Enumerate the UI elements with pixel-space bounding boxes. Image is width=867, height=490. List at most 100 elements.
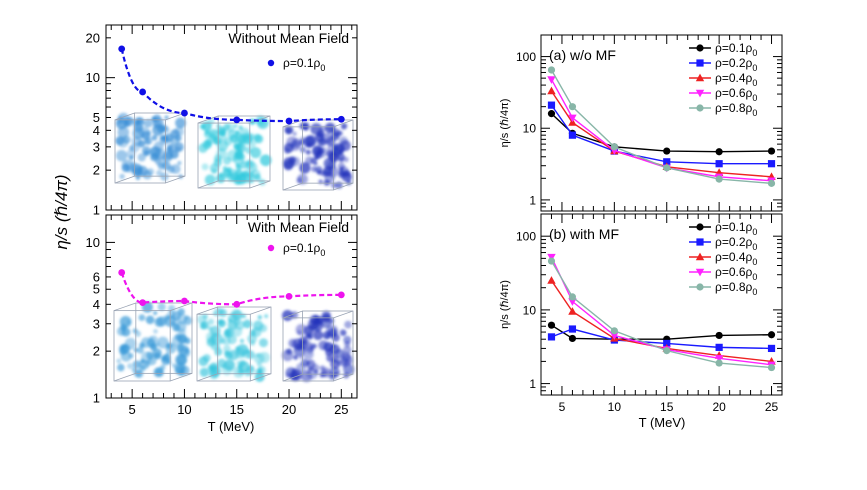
legend-label-3-4-text: ρ=0.8ρ [715,280,753,294]
cube-front-face [282,126,334,191]
cube-particle [121,163,130,173]
cube-particle [325,353,335,362]
cube-particle [230,309,243,321]
cube-particle [131,163,143,176]
y-tick-label: 4 [93,297,100,312]
series-point-3-0-0 [547,321,556,329]
cube-particle [295,323,308,336]
y-tick-label: 2 [93,344,100,359]
series-line-3-0 [551,324,772,340]
series-point-2-1-4 [715,160,723,168]
x-tick-label: 10 [177,402,191,417]
cube-edge [282,119,303,128]
legend-label-1-text: ρ=0.1ρ [283,241,321,255]
cube-particle [282,157,295,169]
cube-particle [155,367,164,377]
series-point-2-0-3 [663,147,671,155]
cube-particle [340,123,347,130]
legend-label-2-1-text: ρ=0.2ρ [715,56,753,70]
cube-particle [254,372,265,382]
cube-particle [324,333,330,339]
data-point-1-2 [181,297,188,305]
cube-particle [333,130,341,138]
cube-particle [123,120,131,128]
cube-particle [161,356,170,366]
cube-particle [257,315,262,320]
series-point-3-0-1 [568,334,577,343]
legend-label-3-1-sub: 0 [752,242,757,252]
series-point-2-1-3 [663,158,671,166]
cube-particle [338,157,344,163]
plot-frame-left-1 [105,214,358,399]
cube-particle [227,318,232,323]
legend-marker-3-0 [696,223,704,231]
series-point-2-0-0 [547,110,556,118]
y-tick-label: 6 [93,269,100,284]
y-tick-label: 5 [93,282,100,297]
cube-particle [237,153,246,161]
cube-particle [239,338,245,343]
legend-label-2-1: ρ=0.2ρ0 [715,56,757,73]
cube-particle [314,151,323,159]
cube-particle [293,355,298,360]
cube-wo-mf-2-cloud [198,115,272,186]
cube-particle [333,144,339,151]
panel-title-0: Without Mean Field [228,30,349,46]
cube-particle [332,148,341,157]
legend-label-2-3-sub: 0 [752,93,757,103]
series-point-3-3-4 [714,355,724,363]
cube-edge [197,180,219,189]
cube-particle [300,122,308,130]
cube-particle [119,315,132,328]
cube-particle [344,320,352,329]
cube-particle [151,134,158,141]
cube-particle [257,367,263,374]
series-point-2-4-2 [610,143,618,151]
cube-front-face [197,122,251,189]
legend-label-3-2-sub: 0 [752,257,757,267]
cube-edge [196,373,218,382]
cube-particle [156,336,169,349]
legend-marker-2-2 [695,73,705,82]
series-point-3-3-1 [568,298,577,306]
series-point-2-0-5 [767,147,776,155]
series-point-3-1-3 [663,339,671,348]
cube-particle [178,328,186,336]
legend-label-3-2: ρ=0.4ρ0 [715,250,757,267]
cube-particle [343,335,352,344]
cube-particle [117,363,125,372]
series-line-2-1 [550,104,772,165]
cube-edge [249,180,271,189]
y-tick-label: 10 [86,235,100,250]
cube-particle [207,337,216,346]
cube-particle [299,162,311,174]
cube-edge [114,112,135,121]
data-point-0-3 [233,116,241,124]
legend-marker-1 [267,244,275,252]
cube-edge [114,175,135,184]
cube-particle [307,334,313,340]
cube-particle [241,313,247,319]
legend-label-2-4-sub: 0 [752,108,757,118]
series-line-2-3 [550,79,772,182]
series-point-2-4-4 [715,175,723,183]
plot-frame-right-2 [540,34,783,212]
legend-label-2-2: ρ=0.4ρ0 [715,71,757,88]
cube-particle [235,347,246,359]
legend-label-2-4-text: ρ=0.8ρ [715,101,753,115]
series-point-3-4-0 [547,257,556,265]
series-point-2-3-0 [547,76,556,84]
cube-particle [137,153,146,162]
legend-label-3-1: ρ=0.2ρ0 [715,235,757,252]
cube-w-mf-2 [196,306,272,382]
plot-frame-right-3 [540,213,783,396]
legend-label-2-0-text: ρ=0.1ρ [715,41,753,55]
cube-particle [257,117,269,130]
y-tick-label: 3 [93,316,100,331]
cube-particle [115,136,125,146]
cube-particle [233,318,241,326]
legend-marker-2-4 [696,104,704,112]
legend-label-0-text: ρ=0.1ρ [283,56,321,70]
cube-particle [165,342,177,354]
legend-label-2-3: ρ=0.6ρ0 [715,86,757,103]
